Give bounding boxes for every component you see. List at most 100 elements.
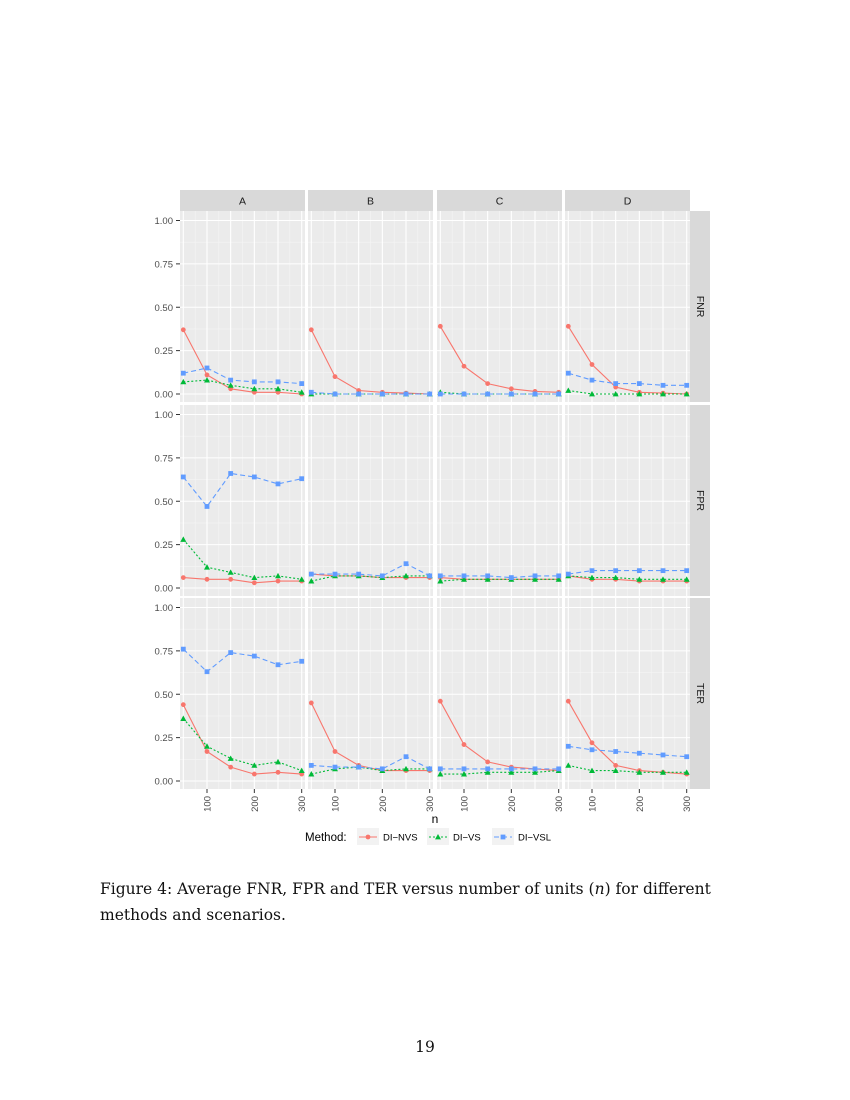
series-line-divs-TER-D [568,764,687,773]
data-point-divsl [204,669,210,675]
facet-strip-FPR [690,405,710,596]
data-point-divsl [356,571,362,577]
data-point-divs [403,765,410,772]
data-point-divsl [356,391,362,397]
data-point-divs [660,391,667,397]
data-point-dinvs [251,580,257,586]
legend-label-dinvs: DI−NVS [383,833,418,844]
data-point-divs [532,769,539,775]
data-point-dinvs [437,698,443,704]
data-point-divsl [636,381,642,386]
legend-label-divs: DI−VS [453,833,481,844]
x-tick-label: 300 [554,796,565,812]
data-point-divsl [565,370,571,376]
data-point-dinvs [308,700,314,706]
data-point-divsl [508,575,514,580]
series-line-divs-FPR-B [311,575,430,582]
data-point-divs [403,572,410,579]
data-point-divs [298,767,305,773]
y-tick-label: 1.00 [155,603,174,614]
series-line-divs-FPR-A [182,539,302,580]
data-point-divsl [660,752,666,758]
data-point-divsl [228,377,234,383]
data-point-divsl [508,766,514,772]
data-point-dinvs [613,762,619,768]
data-point-dinvs [332,374,338,380]
data-point-divsl [532,766,538,772]
data-point-divsl [437,766,443,772]
data-point-divsl [589,568,595,574]
data-point-divs [532,576,539,582]
data-point-dinvs [589,740,595,746]
y-tick-label: 0.50 [155,690,174,701]
data-point-divs [437,578,444,584]
data-point-divsl [299,658,305,664]
series-line-divsl-TER-A [182,648,302,673]
data-point-divsl [356,764,362,770]
y-tick-label: 0.75 [155,646,174,657]
data-point-divsl [660,568,666,574]
data-point-divs [460,771,467,777]
facet-strip-C [437,190,562,211]
data-point-divs [227,755,234,761]
data-point-divsl [275,379,281,385]
data-point-dinvs [565,323,571,329]
data-point-divsl [379,391,385,397]
series-line-divsl-FNR-A [183,367,302,385]
series-line-dinvs-TER-A [182,704,302,775]
data-point-divsl [508,391,514,397]
data-point-divsl [180,646,186,652]
facet-strip-FNR [690,211,710,402]
facet-strip-A [180,190,305,211]
data-point-divs [298,576,305,582]
data-point-divsl [589,747,595,753]
data-point-divs [227,569,234,575]
series-line-divsl-FPR-A [182,472,302,508]
data-point-dinvs [180,575,186,580]
facet-label-TER: TER [694,683,706,704]
data-point-divs [251,385,258,392]
data-point-divsl [613,568,619,574]
data-point-divsl [299,381,305,386]
y-tick-label: 0.25 [155,346,174,357]
series-line-divs-TER-B [311,766,430,775]
data-point-divsl [308,571,314,577]
data-point-dinvs [180,327,186,333]
data-point-divsl [437,573,443,579]
data-point-divsl [308,389,314,395]
y-tick-label: 0.50 [155,497,174,508]
data-point-dinvs [204,372,210,378]
data-point-divsl [556,573,562,579]
y-tick-label: 0.00 [155,584,174,595]
data-point-divs [437,771,444,777]
data-point-divs [612,767,619,773]
y-tick-label: 0.00 [155,777,174,788]
data-point-divs [612,574,619,580]
data-point-divsl [684,754,690,760]
data-point-dinvs [485,759,491,765]
legend-label-divsl: DI−VSL [518,833,551,844]
x-tick-label: 300 [425,796,436,812]
data-point-divsl [613,749,619,754]
data-point-divs [484,576,491,582]
data-point-divsl [684,568,690,574]
data-point-divs [588,767,595,773]
series-line-dinvs-FNR-C [439,326,559,393]
page-number: 19 [415,1038,435,1056]
data-point-divsl [299,476,305,482]
data-point-divsl [427,766,433,772]
data-point-divsl [565,743,571,749]
data-point-divs [275,758,282,765]
y-tick-label: 0.75 [155,453,174,464]
series-line-dinvs-FPR-D [568,575,687,582]
data-point-dinvs [565,698,571,704]
series-line-divsl-FNR-B [311,391,430,395]
data-point-divs [308,578,315,584]
y-tick-label: 0.75 [155,259,174,270]
data-point-divsl [251,379,257,385]
data-point-divs [636,769,643,775]
data-point-divsl [485,391,491,397]
data-point-divsl [532,391,538,397]
data-point-divsl [204,365,210,371]
data-point-divs [308,771,315,777]
